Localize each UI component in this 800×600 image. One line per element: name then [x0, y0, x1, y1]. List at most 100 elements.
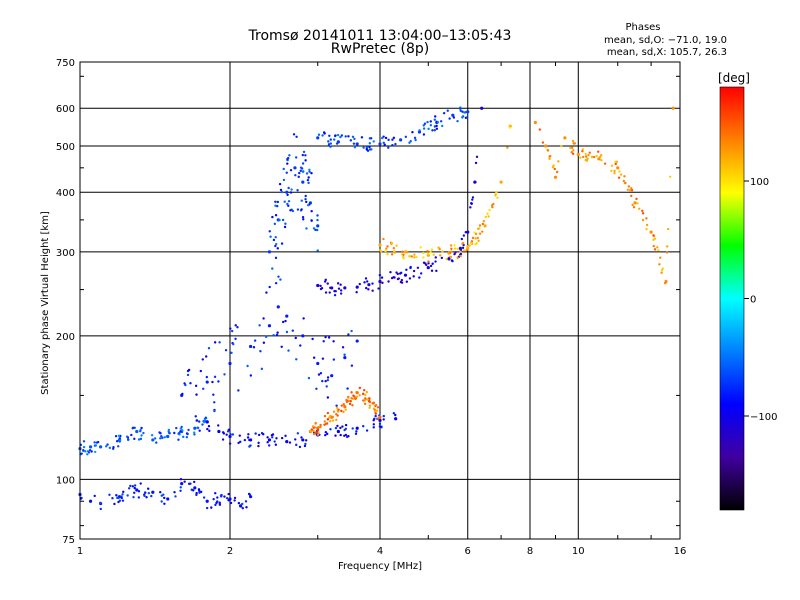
echo-point: [118, 437, 122, 440]
echo-point: [327, 143, 331, 146]
data-point: [649, 230, 653, 234]
echo-point: [208, 429, 211, 433]
echo-point: [82, 445, 86, 449]
echo-point: [358, 282, 361, 286]
echo-point: [310, 210, 313, 213]
echo-point: [120, 496, 123, 500]
echo-point: [286, 202, 289, 206]
echo-point: [392, 136, 396, 140]
echo-point: [410, 255, 414, 258]
echo-point: [197, 488, 201, 491]
echo-point: [273, 440, 276, 443]
echo-point: [456, 247, 459, 251]
colorbar-unit-label: [deg]: [718, 71, 750, 85]
echo-point: [394, 142, 397, 146]
echo-point: [393, 276, 396, 279]
echo-point: [316, 218, 319, 222]
echo-point: [323, 420, 326, 423]
echo-point: [328, 134, 331, 138]
echo-point: [486, 212, 489, 215]
echo-point: [474, 237, 477, 240]
echo-point: [368, 400, 372, 404]
echo-point: [329, 138, 332, 141]
echo-point: [335, 406, 339, 409]
y-axis-label: Stationary phase Virtual Height [km]: [40, 211, 51, 395]
data-point: [367, 283, 371, 287]
echo-point: [491, 205, 494, 209]
echo-point: [570, 151, 573, 154]
data-point: [285, 440, 289, 444]
echo-point: [386, 245, 389, 248]
echo-point: [584, 155, 588, 158]
echo-point: [659, 256, 662, 259]
data-point: [228, 361, 232, 366]
echo-point: [368, 406, 371, 409]
echo-point: [463, 111, 466, 114]
echo-point: [312, 432, 316, 436]
echo-point: [155, 441, 158, 444]
echo-point: [465, 116, 469, 119]
echo-point: [163, 496, 166, 500]
y-tick-label: 75: [62, 535, 75, 546]
echo-point: [434, 256, 437, 259]
echo-point: [381, 281, 384, 285]
data-point: [193, 426, 197, 430]
echo-point: [478, 224, 482, 227]
echo-point: [137, 490, 141, 493]
echo-point: [159, 491, 162, 494]
echo-point: [546, 149, 550, 152]
echo-point: [93, 450, 97, 454]
echo-point: [189, 382, 192, 385]
echo-point: [262, 341, 266, 344]
echo-point: [183, 382, 186, 385]
echo-point: [247, 433, 250, 436]
echo-point: [214, 492, 217, 495]
echo-point: [207, 424, 211, 428]
echo-point: [233, 499, 236, 502]
phase-colorbar: [719, 86, 745, 511]
y-tick-label: 400: [56, 188, 75, 199]
series-f1-cusp: [308, 386, 382, 436]
echo-point: [195, 393, 198, 396]
echo-point: [140, 426, 143, 430]
echo-point: [666, 245, 669, 248]
echo-point: [126, 438, 130, 441]
echo-point: [199, 369, 203, 373]
echo-point: [299, 166, 303, 169]
echo-point: [496, 196, 499, 199]
echo-point: [333, 289, 336, 293]
echo-point: [429, 264, 433, 268]
data-point: [343, 405, 347, 409]
data-point: [228, 434, 232, 439]
echo-point: [548, 157, 551, 160]
echo-point: [227, 499, 230, 502]
echo-point: [413, 136, 417, 140]
y-tick-label: 200: [56, 332, 75, 343]
echo-point: [466, 245, 469, 248]
echo-point: [301, 153, 305, 157]
echo-point: [430, 269, 434, 272]
echo-point: [339, 135, 342, 139]
echo-point: [419, 246, 422, 249]
echo-point: [473, 231, 476, 234]
echo-point: [627, 185, 631, 188]
echo-point: [297, 175, 300, 179]
data-point: [633, 201, 637, 205]
series-f2-o-trace: [316, 106, 484, 297]
echo-point: [392, 246, 396, 250]
echo-point: [274, 244, 277, 248]
echo-point: [195, 493, 198, 497]
echo-point: [380, 276, 384, 279]
echo-point: [280, 242, 284, 245]
echo-point: [422, 133, 426, 136]
echo-point: [641, 209, 644, 213]
echo-point: [615, 160, 619, 164]
data-point: [355, 426, 359, 430]
echo-point: [353, 137, 356, 141]
echo-point: [142, 431, 145, 435]
echo-point: [461, 246, 465, 250]
echo-point: [645, 223, 649, 227]
echo-point: [652, 244, 655, 248]
echo-point: [275, 333, 279, 336]
x-tick-label: 6: [465, 546, 471, 557]
